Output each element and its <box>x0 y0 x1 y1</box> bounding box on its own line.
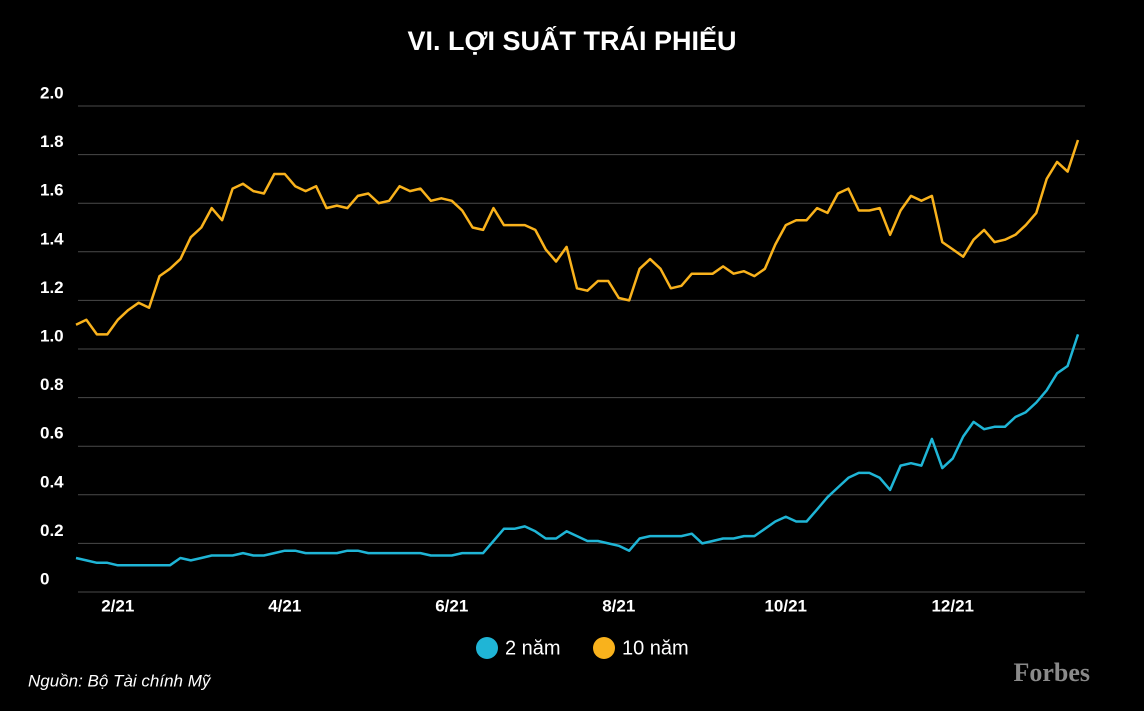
legend-label: 2 năm <box>505 637 561 659</box>
source: Nguồn: Bộ Tài chính Mỹ <box>28 671 212 690</box>
y-tick-label: 0.6 <box>40 424 64 443</box>
x-tick-label: 2/21 <box>101 596 134 615</box>
brand-logo: Forbes <box>1013 658 1090 687</box>
y-tick-label: 1.0 <box>40 326 64 345</box>
x-tick-label: 12/21 <box>931 596 974 615</box>
x-tick-label: 8/21 <box>602 596 635 615</box>
y-tick-label: 0.4 <box>40 472 64 491</box>
x-tick-label: 10/21 <box>764 596 807 615</box>
y-tick-label: 2.0 <box>40 83 64 102</box>
y-tick-label: 1.4 <box>40 229 64 248</box>
y-tick-label: 1.6 <box>40 181 64 200</box>
chart-title: VI. LỢI SUẤT TRÁI PHIẾU <box>407 25 736 56</box>
y-tick-label: 0.2 <box>40 521 64 540</box>
y-tick-label: 0.8 <box>40 375 64 394</box>
x-tick-label: 4/21 <box>268 596 301 615</box>
y-tick-label: 0 <box>40 569 49 588</box>
x-tick-label: 6/21 <box>435 596 468 615</box>
legend-swatch <box>593 637 615 659</box>
y-tick-label: 1.8 <box>40 132 64 151</box>
line-series <box>75 334 1080 567</box>
line-series <box>75 139 1080 336</box>
y-tick-label: 1.2 <box>40 278 64 297</box>
legend-label: 10 năm <box>622 637 689 659</box>
legend-swatch <box>476 637 498 659</box>
